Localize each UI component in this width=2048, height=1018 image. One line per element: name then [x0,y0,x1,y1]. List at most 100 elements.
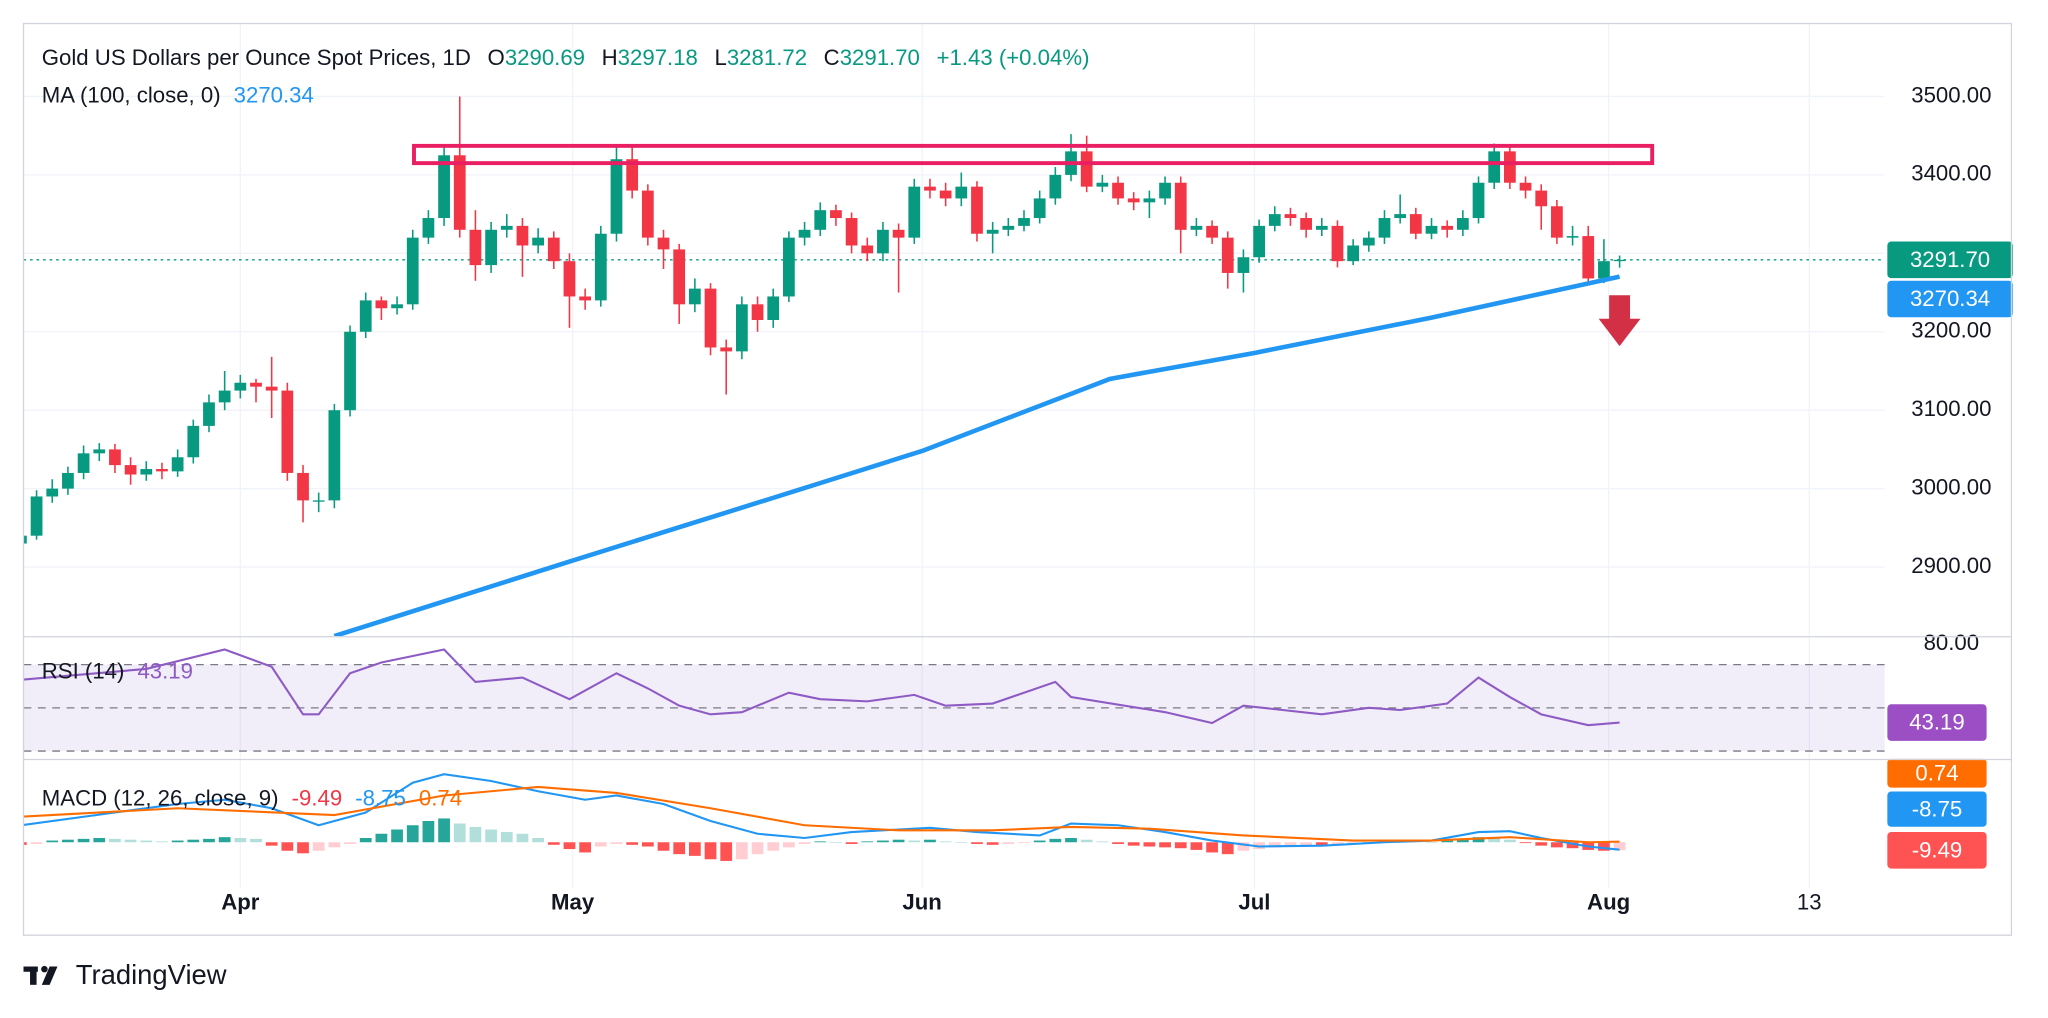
x-tick-label: Jul [1238,890,1270,915]
symbol-header: Gold US Dollars per Ounce Spot Prices, 1… [42,45,1090,70]
histogram-bar [783,842,795,848]
rsi-band [23,664,1885,752]
candle-body [641,190,654,238]
histogram-bar [422,820,435,843]
candle-body [1284,214,1297,219]
price-pane [23,96,1655,637]
x-tick-label: 13 [1797,890,1822,915]
ma-value: 3270.34 [234,83,314,108]
histogram-bar [1002,842,1015,844]
candle-body [1300,218,1312,230]
histogram-bar [861,841,874,843]
histogram-bar [1174,842,1187,849]
histogram-bar [203,838,215,843]
x-tick-label: Apr [221,890,260,915]
grid-layer [23,23,1885,889]
histogram-bar [1112,842,1124,844]
histogram-bar [830,842,842,843]
histogram-bar [328,842,341,848]
candle-body [218,390,231,403]
histogram-bar [877,840,889,843]
histogram-bar [1331,842,1344,845]
candle-body [1206,225,1218,238]
candle-body [422,218,435,238]
signal-line [23,785,1620,844]
histogram-bar [1237,842,1250,851]
macd-title: MACD (12, 26, close, 9) [42,785,279,810]
candle-body [1488,151,1501,183]
ohlc-value: 3297.18 [618,45,698,70]
candle-body [1504,151,1516,183]
ma-line [333,274,1621,637]
histogram-bar [500,832,513,843]
y-tick-label: 3500.00 [1911,82,1991,107]
axes-layer: Apr May Jun Jul Aug 13 2900.00 3000.00 3100.00 32… [221,82,2013,915]
candle-body [203,402,215,426]
histogram-bar [156,841,168,843]
candle-body [109,449,121,466]
candle-body [359,300,372,332]
histogram-bar [1033,840,1046,843]
candle-body [1033,198,1046,219]
candle-body [1394,214,1407,219]
resistance-zone [412,143,1655,166]
rsi-pane [23,648,1885,752]
histogram-bar [250,838,262,843]
histogram-bar [563,842,576,850]
histogram-bar [469,826,482,843]
candle-body [594,233,607,301]
candle-body [77,453,90,473]
rsi-line [23,648,1620,727]
histogram-bar [234,837,247,843]
histogram-bar [375,833,388,843]
candle-body [610,159,623,234]
histogram-bar [453,823,466,843]
histogram-bar [265,842,278,846]
ohlc-key: O [488,45,505,70]
histogram-bar [1143,842,1156,847]
ohlc-value: 3291.70 [840,45,920,70]
macd-header: MACD (12, 26, close, 9) -9.49 -8.75 0.74 [42,785,462,810]
histogram-bar [1456,838,1469,843]
histogram-bar [532,837,544,843]
candle-body [783,237,795,297]
candle-body [312,500,325,502]
candle-body [1425,225,1438,234]
histogram-bar [610,842,623,844]
histogram-bar [23,842,27,845]
signal-value: 0.74 [419,785,462,810]
histogram-bar [798,842,811,844]
histogram-bar [657,842,670,851]
candle-body [1159,182,1171,199]
candle-body [971,186,983,234]
candle-body [704,288,717,348]
candle-body [1080,151,1093,187]
candle-body [1143,198,1156,203]
histogram-bar [986,842,999,845]
ma-header: MA (100, close, 0) 3270.34 [42,83,314,108]
candle-body [579,296,592,301]
change: +1.43 (+0.04%) [937,45,1090,70]
ma-name: MA (100, close, 0) [42,83,221,108]
signal-badge-bg [1887,758,1987,788]
histogram-bar [547,842,560,845]
histogram-bar [485,829,497,843]
candle-body [30,496,43,536]
histogram-bar [704,842,717,860]
rsi-badge: 43.19 [1909,710,1965,735]
candle-body [798,229,811,238]
candle-body [1472,182,1485,219]
candle-body [406,237,419,305]
candle-body [1190,225,1203,230]
histogram-bar [688,842,701,856]
candle-body [720,347,733,352]
candle-body [830,210,842,219]
candle-body [140,469,153,475]
brand-logo [23,965,58,985]
histogram-bar [1535,842,1548,846]
candle-body [736,304,748,352]
histogram-bar [1472,837,1485,843]
candle-body [265,386,278,391]
candle-body [1582,236,1595,279]
